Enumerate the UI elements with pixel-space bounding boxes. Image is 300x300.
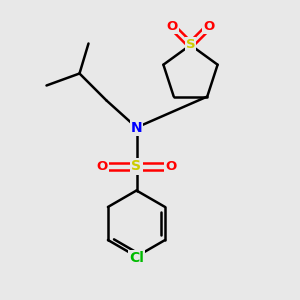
Text: O: O	[203, 20, 215, 33]
Text: O: O	[166, 20, 178, 33]
Text: Cl: Cl	[129, 251, 144, 265]
Text: S: S	[131, 160, 142, 173]
Text: O: O	[96, 160, 108, 173]
Text: S: S	[186, 38, 195, 52]
Text: N: N	[131, 121, 142, 134]
Text: O: O	[165, 160, 177, 173]
